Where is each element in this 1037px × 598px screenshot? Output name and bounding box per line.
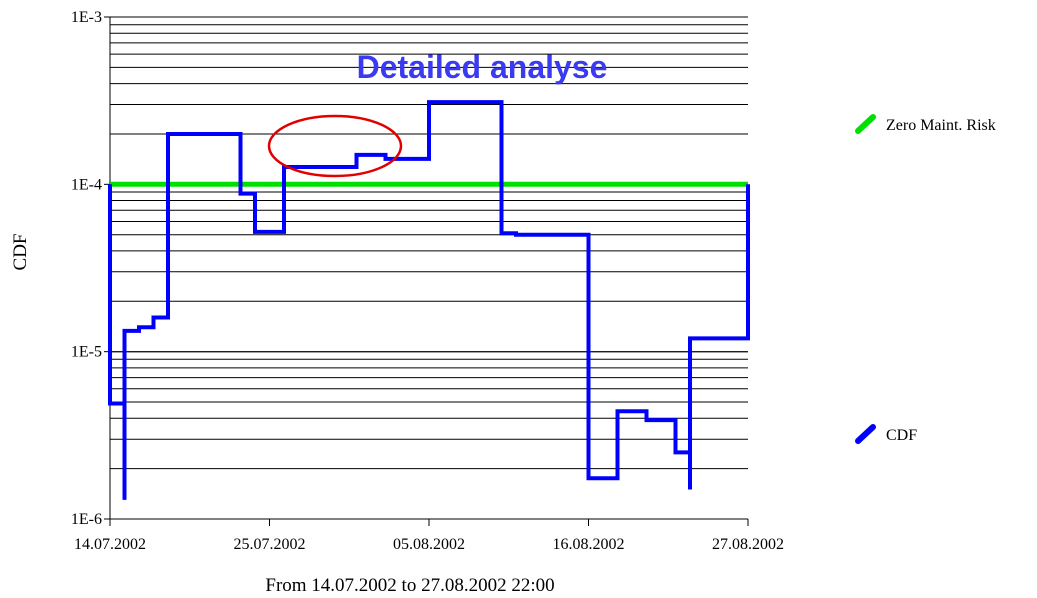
legend-label-zero-maint-risk: Zero Maint. Risk bbox=[886, 117, 996, 134]
legend-label-cdf: CDF bbox=[886, 427, 917, 444]
y-tick-label: 1E-3 bbox=[71, 9, 102, 26]
x-tick-label: 16.08.2002 bbox=[553, 536, 625, 553]
y-tick-label: 1E-5 bbox=[71, 344, 102, 361]
legend-swatch-zero-maint-risk bbox=[855, 114, 876, 134]
x-tick-label: 14.07.2002 bbox=[74, 536, 146, 553]
grid-lines bbox=[110, 16, 748, 520]
legend-swatch-cdf bbox=[855, 424, 876, 444]
axes bbox=[109, 17, 748, 520]
annotation-title: Detailed analyse bbox=[357, 49, 608, 85]
x-tick-label: 05.08.2002 bbox=[393, 536, 465, 553]
series-line-cdf bbox=[108, 100, 750, 500]
series-lines bbox=[108, 100, 750, 500]
legend: Zero Maint. Risk CDF bbox=[855, 114, 996, 444]
y-tick-label: 1E-4 bbox=[71, 176, 102, 193]
x-axis-label: From 14.07.2002 to 27.08.2002 22:00 bbox=[265, 575, 554, 596]
x-axis-ticks: 14.07.2002 25.07.2002 05.08.2002 16.08.2002… bbox=[74, 519, 784, 553]
x-tick-label: 27.08.2002 bbox=[712, 536, 784, 553]
y-axis-label: CDF bbox=[10, 234, 31, 271]
x-tick-label: 25.07.2002 bbox=[234, 536, 306, 553]
annotation-highlight-ellipse bbox=[267, 114, 403, 178]
y-axis-ticks: 1E-6 1E-5 1E-4 1E-3 bbox=[71, 9, 110, 528]
y-tick-label: 1E-6 bbox=[71, 511, 102, 528]
